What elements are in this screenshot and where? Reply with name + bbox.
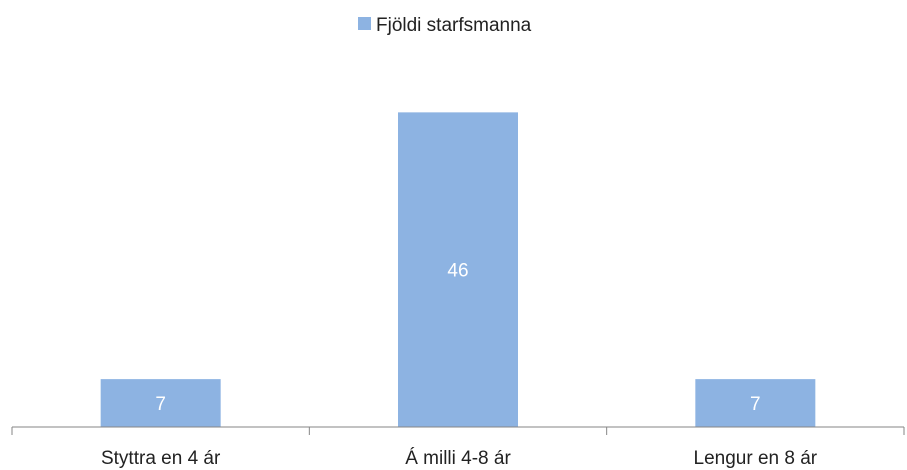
x-ticks xyxy=(11,427,905,435)
x-tick-label: Á milli 4-8 ár xyxy=(405,448,511,469)
bar-labels: 7 46 7 xyxy=(155,261,760,415)
x-tick-label: Lengur en 8 ár xyxy=(694,448,818,469)
legend-swatch xyxy=(358,17,371,30)
legend-label: Fjöldi starfsmanna xyxy=(376,15,532,36)
bars xyxy=(100,112,816,428)
x-tick-label: Styttra en 4 ár xyxy=(101,448,221,469)
bar xyxy=(100,379,221,427)
bar-value-label: 46 xyxy=(447,261,468,282)
legend: Fjöldi starfsmanna xyxy=(358,15,532,36)
bar-value-label: 7 xyxy=(750,394,761,415)
bar xyxy=(398,112,518,428)
bar-value-label: 7 xyxy=(155,394,166,415)
x-tick-labels: Styttra en 4 ár Á milli 4-8 ár Lengur en 8… xyxy=(101,448,818,469)
bar xyxy=(695,379,816,427)
